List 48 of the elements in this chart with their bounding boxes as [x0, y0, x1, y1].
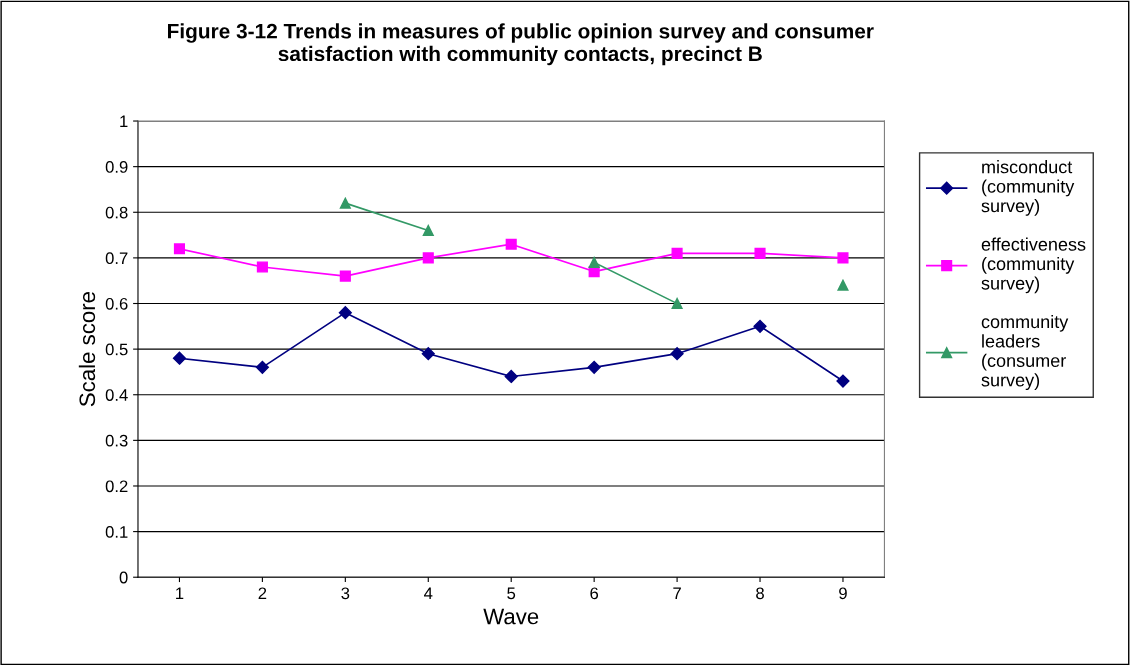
point	[836, 374, 850, 388]
point	[837, 279, 849, 291]
x-tick-label: 9	[839, 587, 847, 600]
point	[172, 351, 187, 365]
y-tick-label: 0.7	[105, 252, 128, 265]
x-axis-title: Wave	[483, 608, 539, 625]
point	[256, 261, 268, 273]
legend-label: effectiveness (community survey)	[981, 237, 1086, 294]
x-tick-label: 4	[424, 587, 433, 600]
legend-label: community leaders (consumer survey)	[981, 314, 1069, 391]
point	[588, 256, 600, 269]
y-tick-label: 0.8	[105, 206, 128, 219]
point	[422, 252, 434, 264]
y-tick-label: 0.3	[105, 434, 128, 447]
y-axis-title: Scale score	[78, 292, 96, 407]
point	[422, 224, 434, 237]
y-tick-label: 0.2	[105, 480, 128, 493]
point	[339, 197, 351, 209]
y-tick-label: 0.5	[105, 343, 128, 356]
legend-label: misconduct (community survey)	[981, 160, 1075, 216]
y-tick-label: 0	[119, 571, 128, 584]
point	[754, 247, 766, 259]
point	[670, 347, 684, 361]
x-tick-label: 1	[176, 587, 184, 600]
y-tick-label: 0.9	[105, 161, 128, 173]
point	[255, 360, 269, 374]
point	[421, 347, 435, 361]
point	[504, 369, 518, 384]
y-tick-label: 0.4	[105, 389, 128, 401]
point	[671, 247, 683, 259]
y-tick-label: 0.1	[105, 526, 128, 538]
y-tick-label: 1	[120, 115, 128, 128]
x-tick-label: 6	[590, 587, 599, 600]
point	[753, 319, 767, 333]
point	[339, 270, 351, 282]
point	[837, 252, 849, 264]
chart-title: Figure 3-12 Trends in measures of public opinion survey and consumer satisfaction with community contacts, precinct B	[168, 23, 874, 66]
x-tick-label: 2	[258, 587, 267, 600]
x-tick-label: 7	[673, 587, 681, 600]
point	[173, 243, 186, 255]
point	[338, 306, 352, 320]
x-tick-label: 5	[507, 587, 516, 600]
point	[505, 238, 517, 250]
point	[671, 297, 683, 310]
x-tick-label: 3	[341, 587, 350, 600]
y-tick-label: 0.6	[105, 297, 128, 310]
point	[587, 360, 601, 374]
x-tick-label: 8	[756, 587, 764, 600]
